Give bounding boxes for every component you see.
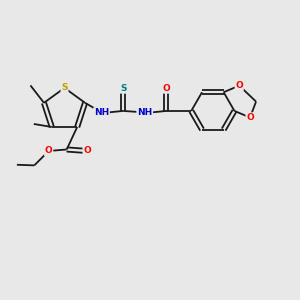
Text: NH: NH xyxy=(137,108,152,117)
Text: NH: NH xyxy=(94,108,109,117)
Text: O: O xyxy=(246,113,254,122)
Text: O: O xyxy=(45,146,52,155)
Text: O: O xyxy=(163,84,170,93)
Text: O: O xyxy=(236,81,243,90)
Text: S: S xyxy=(120,84,126,93)
Text: S: S xyxy=(61,83,68,92)
Text: O: O xyxy=(83,146,91,155)
